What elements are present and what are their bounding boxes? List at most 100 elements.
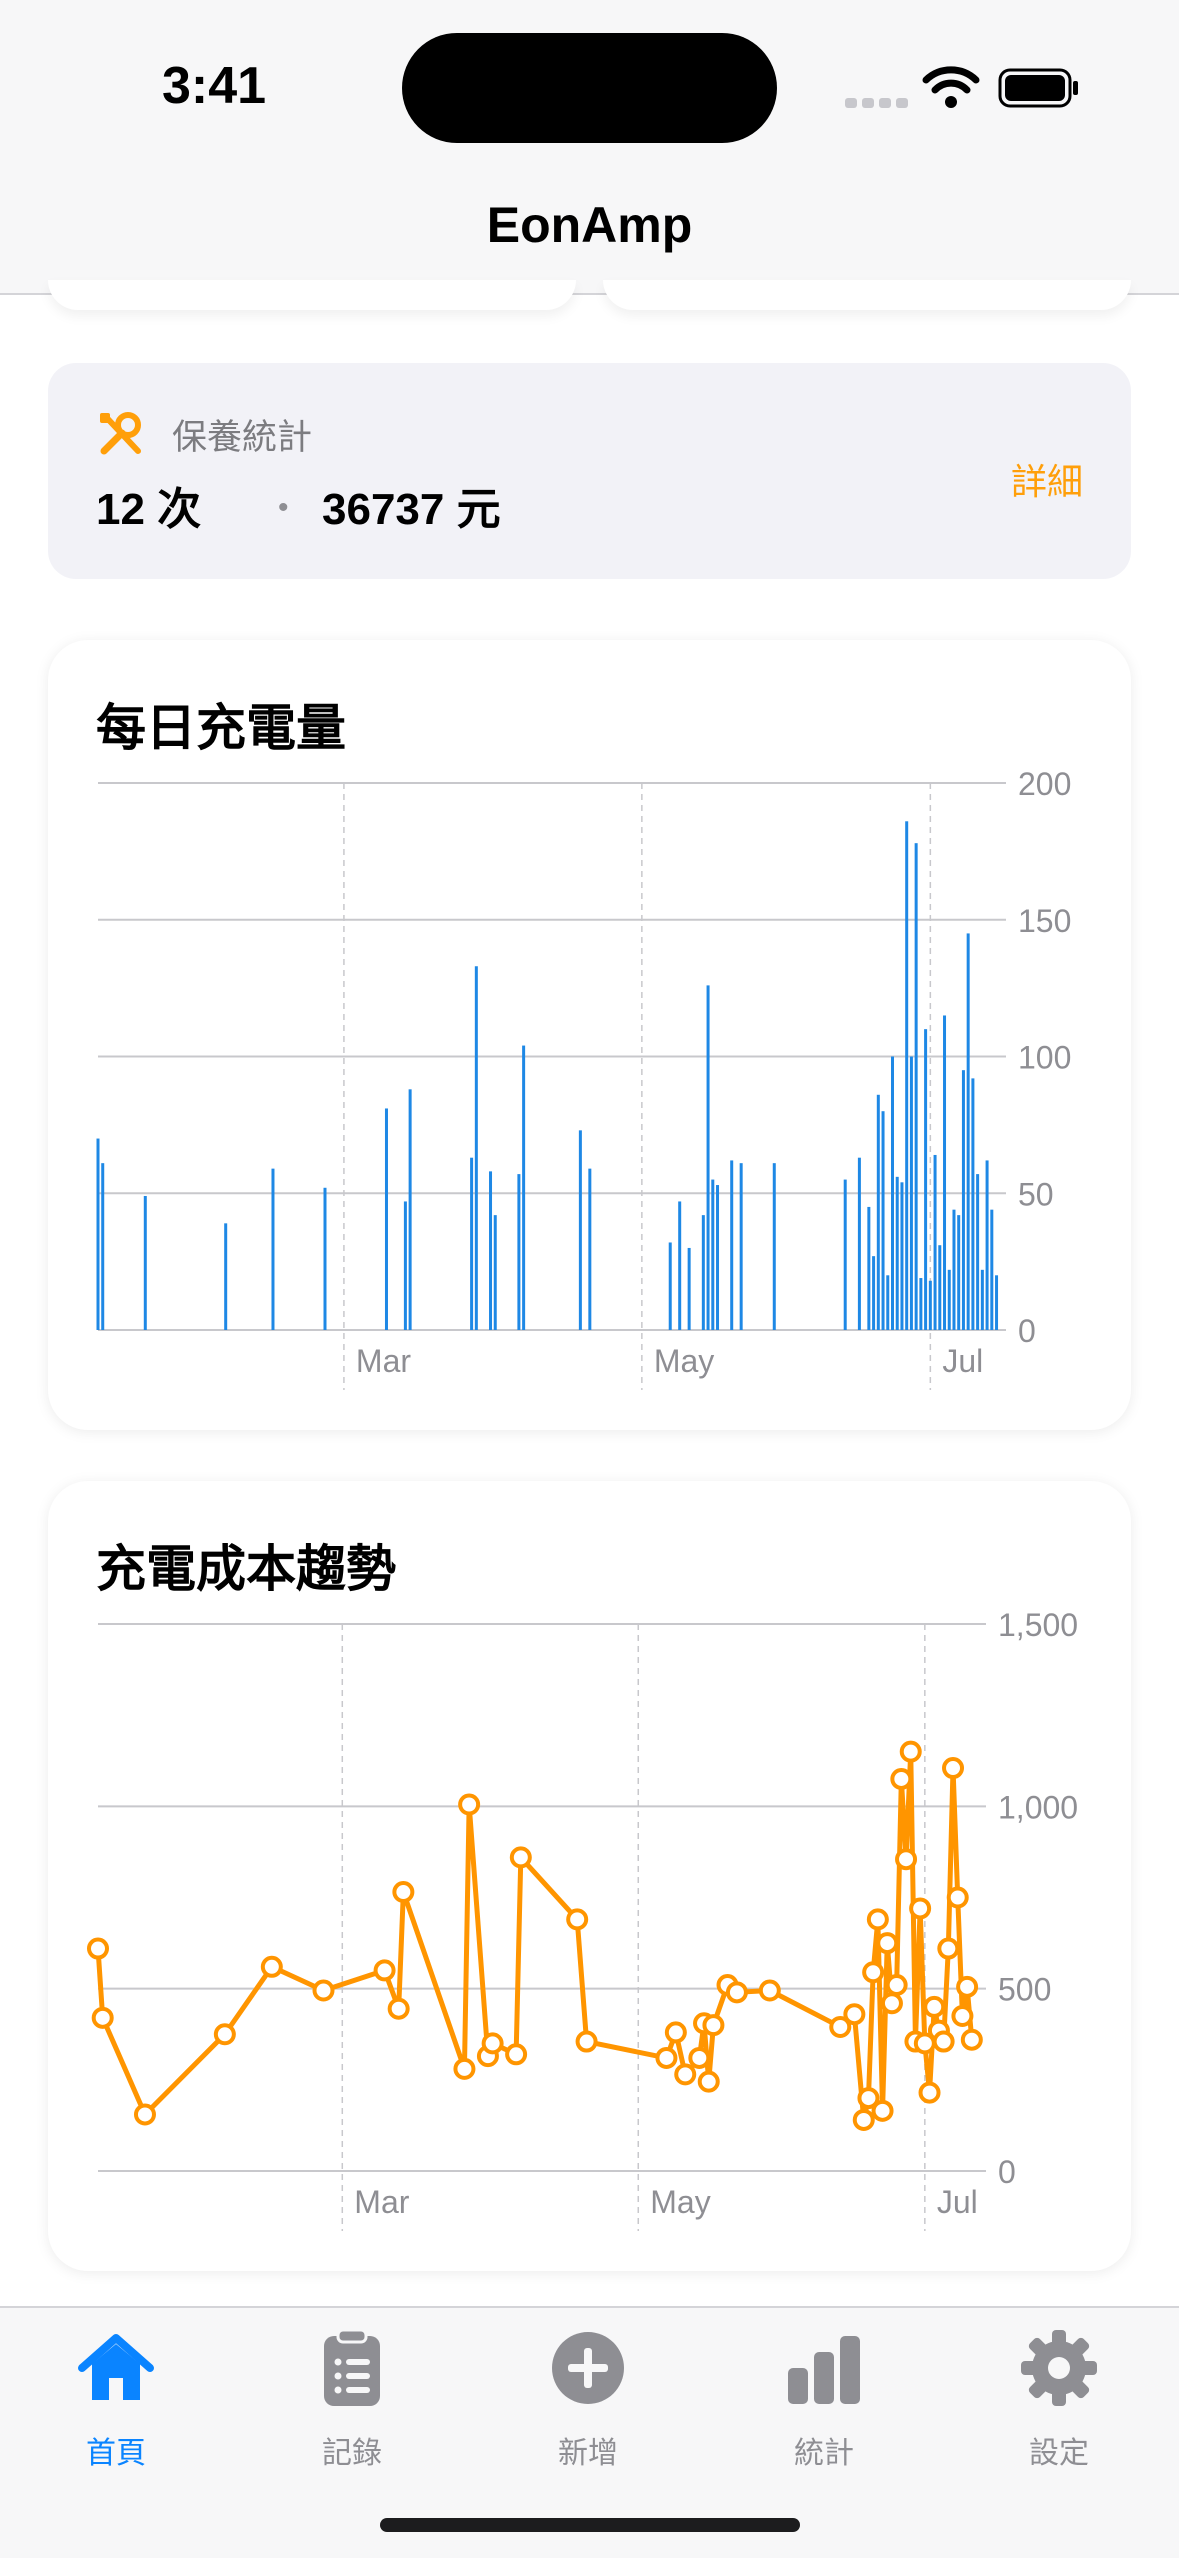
tab-bar: 首頁 記錄 新增 統計 [0, 2306, 1179, 2558]
bar [739, 1163, 743, 1330]
x-tick-label: May [654, 1343, 714, 1379]
data-point [91, 2006, 114, 2029]
house-icon [78, 2334, 154, 2400]
data-point [899, 1740, 922, 1763]
bar [843, 1179, 847, 1330]
bar [578, 1130, 582, 1330]
bar [470, 1157, 474, 1330]
bar [323, 1187, 327, 1330]
status-time: 3:41 [162, 57, 267, 115]
top-bar: 3:41 EonAmp [0, 0, 1179, 295]
x-tick-label: Mar [356, 1343, 411, 1379]
data-point [725, 1981, 748, 2004]
data-point [566, 1908, 589, 1931]
bar [522, 1045, 526, 1330]
data-point [923, 1995, 946, 2018]
scrolled-card-right [603, 280, 1131, 310]
data-point [664, 2021, 687, 2044]
bar [933, 1154, 937, 1330]
y-tick-label: 0 [1018, 1313, 1036, 1349]
separator-dot: • [278, 491, 289, 524]
bar [224, 1223, 228, 1330]
tab-home[interactable]: 首頁 [36, 2308, 196, 2508]
data-point [942, 1757, 965, 1780]
data-point [829, 2015, 852, 2038]
tab-add[interactable]: 新增 [508, 2308, 668, 2508]
battery-icon [998, 68, 1078, 108]
bar [517, 1174, 521, 1330]
bar [489, 1171, 493, 1330]
daily-charge-chart-card: 每日充電量 200 150 100 50 0 Mar May Jul [48, 640, 1131, 1430]
y-tick-label: 500 [998, 1972, 1051, 2008]
wifi-icon [922, 66, 980, 108]
y-tick-label: 50 [1018, 1176, 1054, 1212]
nav-title: EonAmp [486, 197, 693, 253]
maintenance-amount: 36737 元 [322, 485, 501, 534]
bar [687, 1247, 691, 1330]
data-point [871, 2099, 894, 2122]
chart-title: 充電成本趨勢 [96, 1541, 396, 1597]
cost-trend-chart-card: 充電成本趨勢 1,500 1,000 500 0 Mar May Jul [48, 1481, 1131, 2271]
data-point [946, 1886, 969, 1909]
scrolled-card-left [48, 280, 576, 310]
bar [668, 1242, 672, 1330]
bar [867, 1206, 871, 1330]
data-point [213, 2023, 236, 2046]
bar [876, 1094, 880, 1330]
bar [905, 821, 909, 1330]
chart-title: 每日充電量 [96, 700, 346, 756]
tab-label: 統計 [794, 2437, 854, 2470]
bar [895, 1176, 899, 1330]
y-tick-label: 100 [1018, 1040, 1071, 1076]
data-point [951, 2005, 974, 2028]
bar [914, 843, 918, 1330]
bar [588, 1168, 592, 1330]
data-point [87, 1937, 109, 1960]
tab-stats[interactable]: 統計 [744, 2308, 904, 2508]
bar [772, 1163, 776, 1330]
bar-chart-icon [788, 2336, 860, 2404]
cellular-signal-icon [845, 95, 913, 113]
data-point [758, 1979, 781, 2002]
y-tick-label: 0 [998, 2154, 1016, 2190]
data-point [133, 2103, 156, 2126]
bar [857, 1157, 861, 1330]
tab-label: 設定 [1029, 2437, 1089, 2470]
maintenance-stats-card[interactable]: 保養統計 12 次 • 36737 元 詳細 [48, 363, 1131, 579]
bar [961, 1070, 965, 1330]
data-point [895, 1848, 918, 1871]
tab-settings[interactable]: 設定 [979, 2308, 1139, 2508]
data-point [866, 1908, 889, 1931]
bar [957, 1215, 961, 1330]
data-point [655, 2046, 678, 2069]
bar [384, 1108, 388, 1330]
bar [701, 1215, 705, 1330]
data-point [909, 1897, 932, 1920]
data-point [387, 1997, 410, 2020]
maintenance-label: 保養統計 [172, 418, 313, 457]
data-point [509, 1846, 532, 1869]
bar [408, 1089, 412, 1330]
data-point [960, 2028, 983, 2051]
bar [403, 1201, 407, 1330]
bar [886, 1275, 890, 1330]
bar [706, 985, 710, 1330]
bar [881, 1111, 885, 1330]
bar [995, 1275, 999, 1330]
bar [924, 1029, 928, 1330]
data-point [453, 2057, 476, 2080]
data-point [702, 2014, 725, 2037]
maintenance-detail-link[interactable]: 詳細 [1010, 461, 1083, 502]
data-point [674, 2063, 697, 2086]
tab-records[interactable]: 記錄 [272, 2308, 432, 2508]
bar [101, 1163, 105, 1330]
data-point [937, 1937, 960, 1960]
data-point [575, 2030, 598, 2053]
bar [947, 1269, 951, 1330]
plus-circle-icon [552, 2332, 624, 2404]
bar [952, 1209, 956, 1330]
bar [909, 1056, 913, 1330]
cost-trend-chart: 1,500 1,000 500 0 Mar May Jul [87, 1607, 1078, 2231]
data-point [688, 2046, 711, 2069]
bar [730, 1160, 734, 1330]
